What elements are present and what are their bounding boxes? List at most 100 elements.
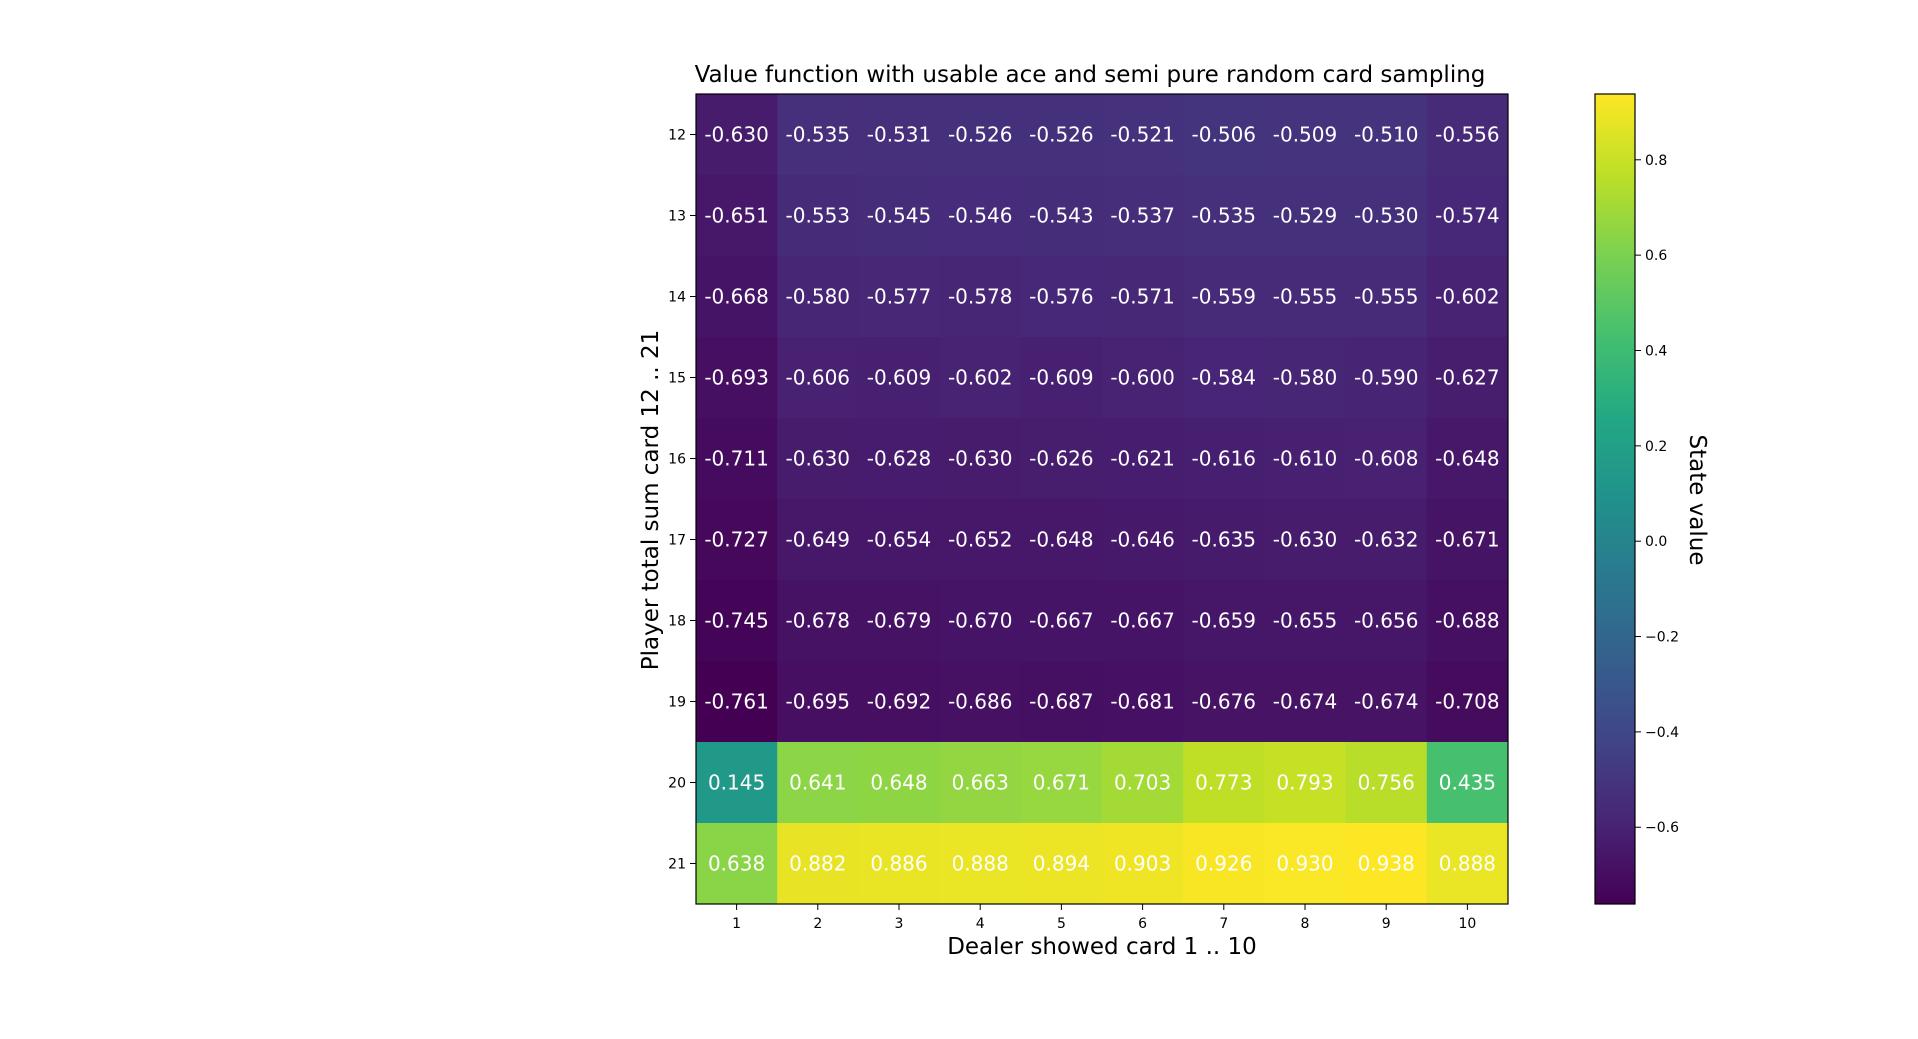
cell-value-label: -0.537 xyxy=(1110,204,1174,228)
cell-value-label: -0.580 xyxy=(1273,366,1337,390)
colorbar-label: State value xyxy=(1684,434,1710,565)
heatmap-cell xyxy=(1183,337,1265,419)
colorbar-tick-label: −0.2 xyxy=(1645,630,1679,646)
heatmap-cell xyxy=(939,94,1022,176)
heatmap-cell xyxy=(1345,337,1428,419)
heatmap-cell xyxy=(1264,823,1347,905)
heatmap-cell xyxy=(1426,823,1509,905)
heatmap-cell xyxy=(777,94,859,176)
heatmap-cell xyxy=(1345,175,1428,257)
heatmap-cell xyxy=(939,175,1022,257)
cell-value-label: -0.630 xyxy=(948,447,1012,471)
cell-value-label: 0.703 xyxy=(1114,771,1171,795)
y-tick-label: 17 xyxy=(668,533,686,549)
cell-value-label: 0.663 xyxy=(952,771,1009,795)
heatmap-cell xyxy=(858,823,941,905)
heatmap-cell xyxy=(1183,94,1265,176)
cell-value-label: -0.584 xyxy=(1192,366,1256,390)
cell-value-label: 0.435 xyxy=(1439,771,1496,795)
x-tick-label: 6 xyxy=(1138,916,1147,932)
cell-value-label: 0.888 xyxy=(952,852,1009,876)
cell-value-label: -0.654 xyxy=(867,528,931,552)
heatmap-cell xyxy=(1345,742,1428,824)
heatmap-cell xyxy=(1102,175,1184,257)
colorbar-tick-label: 0.2 xyxy=(1645,439,1667,455)
x-axis-label: Dealer showed card 1 .. 10 xyxy=(947,934,1257,960)
cell-value-label: -0.632 xyxy=(1354,528,1418,552)
cell-value-label: 0.938 xyxy=(1358,852,1415,876)
cell-value-label: 0.894 xyxy=(1033,852,1090,876)
cell-value-label: -0.679 xyxy=(867,609,931,633)
heatmap-cell xyxy=(1102,418,1184,500)
heatmap-cell xyxy=(1264,337,1347,419)
heatmap-cell xyxy=(1264,580,1347,662)
cell-value-label: -0.616 xyxy=(1192,447,1256,471)
cell-value-label: -0.555 xyxy=(1354,285,1418,309)
heatmap-cell xyxy=(1426,337,1509,419)
heatmap-cell xyxy=(858,661,941,743)
heatmap-cell xyxy=(777,823,859,905)
heatmap-cell xyxy=(1426,742,1509,824)
x-tick-label: 2 xyxy=(813,916,822,932)
heatmap-value-labels: -0.630 -0.535 -0.531 -0.526 -0.526 -0.521 -0.5… xyxy=(704,123,1499,876)
heatmap-cell xyxy=(939,499,1022,581)
heatmap-cell xyxy=(1183,499,1265,581)
y-tick-label: 20 xyxy=(668,776,686,792)
cell-value-label: -0.529 xyxy=(1273,204,1337,228)
colorbar-tick-label: −0.6 xyxy=(1645,820,1679,836)
heatmap-cell xyxy=(939,661,1022,743)
heatmap-cell xyxy=(1020,661,1103,743)
cell-value-label: -0.535 xyxy=(1192,204,1256,228)
heatmap-cell xyxy=(1345,580,1428,662)
heatmap-cell xyxy=(696,661,778,743)
heatmap-cell xyxy=(1183,823,1265,905)
cell-value-label: 0.671 xyxy=(1033,771,1090,795)
cell-value-label: -0.676 xyxy=(1192,690,1256,714)
heatmap-cell xyxy=(1020,337,1103,419)
heatmap-cell xyxy=(1183,742,1265,824)
cell-value-label: -0.688 xyxy=(1435,609,1499,633)
cell-value-label: -0.571 xyxy=(1110,285,1174,309)
cell-value-label: -0.559 xyxy=(1192,285,1256,309)
heatmap-cell xyxy=(777,175,859,257)
cell-value-label: -0.761 xyxy=(704,690,768,714)
cell-value-label: -0.580 xyxy=(786,285,850,309)
heatmap-cell xyxy=(1020,94,1103,176)
cell-value-label: -0.531 xyxy=(867,123,931,147)
cell-value-label: 0.756 xyxy=(1358,771,1415,795)
heatmap-cell xyxy=(1183,418,1265,500)
y-tick-label: 15 xyxy=(668,371,686,387)
cell-value-label: -0.526 xyxy=(948,123,1012,147)
heatmap-cell xyxy=(1345,661,1428,743)
heatmap-cell xyxy=(858,256,941,338)
cell-value-label: -0.687 xyxy=(1029,690,1093,714)
cell-value-label: -0.509 xyxy=(1273,123,1337,147)
cell-value-label: -0.609 xyxy=(1029,366,1093,390)
cell-value-label: -0.667 xyxy=(1110,609,1174,633)
heatmap-cell xyxy=(858,337,941,419)
x-tick-label: 8 xyxy=(1301,916,1310,932)
heatmap-cell xyxy=(939,256,1022,338)
heatmap-cell xyxy=(858,175,941,257)
y-axis-ticks: 12 13 14 15 16 17 18 19 20 21 xyxy=(668,128,696,873)
cell-value-label: -0.668 xyxy=(704,285,768,309)
cell-value-label: -0.674 xyxy=(1273,690,1337,714)
cell-value-label: -0.648 xyxy=(1029,528,1093,552)
cell-value-label: -0.510 xyxy=(1354,123,1418,147)
heatmap-cell xyxy=(696,823,778,905)
heatmap-cell xyxy=(1102,337,1184,419)
cell-value-label: -0.535 xyxy=(786,123,850,147)
y-tick-label: 21 xyxy=(668,857,686,873)
cell-value-label: -0.655 xyxy=(1273,609,1337,633)
cell-value-label: 0.930 xyxy=(1276,852,1333,876)
cell-value-label: -0.610 xyxy=(1273,447,1337,471)
heatmap-cell xyxy=(939,823,1022,905)
heatmap-cell xyxy=(1345,499,1428,581)
cell-value-label: -0.711 xyxy=(704,447,768,471)
cell-value-label: -0.576 xyxy=(1029,285,1093,309)
heatmap-cell xyxy=(696,256,778,338)
heatmap-cell xyxy=(939,580,1022,662)
heatmap-cell xyxy=(777,418,859,500)
colorbar-tick-label: 0.8 xyxy=(1645,153,1667,169)
cell-value-label: -0.526 xyxy=(1029,123,1093,147)
